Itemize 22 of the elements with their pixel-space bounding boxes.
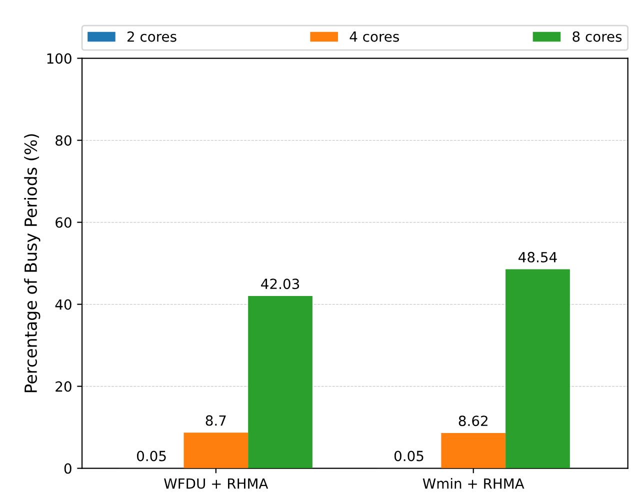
data-label: 8.62 (458, 416, 488, 426)
y-axis-title: Percentage of Busy Periods (%) (24, 134, 40, 392)
y-tick-label: 100 (47, 53, 72, 64)
data-label: 0.05 (394, 450, 424, 462)
bar (184, 432, 248, 468)
data-label: 0.05 (137, 450, 166, 462)
x-tick-label: Wmin + RHMA (422, 478, 524, 489)
data-label: 48.54 (518, 252, 557, 262)
y-tick-label: 20 (56, 381, 72, 392)
data-label: 42.03 (261, 278, 300, 290)
y-tick-label: 0 (64, 463, 72, 474)
bar (506, 269, 570, 468)
y-tick-label: 60 (56, 217, 72, 228)
bar (248, 296, 312, 468)
x-tick-label: WFDU + RHMA (164, 478, 268, 489)
y-tick-label: 40 (55, 299, 72, 310)
legend-label: 8 cores (572, 31, 622, 42)
legend-label: 4 cores (350, 32, 399, 42)
data-label: 8.7 (206, 415, 226, 426)
bar (441, 432, 506, 468)
y-tick-label: 80 (56, 135, 72, 146)
legend-label: 2 cores (127, 31, 176, 42)
